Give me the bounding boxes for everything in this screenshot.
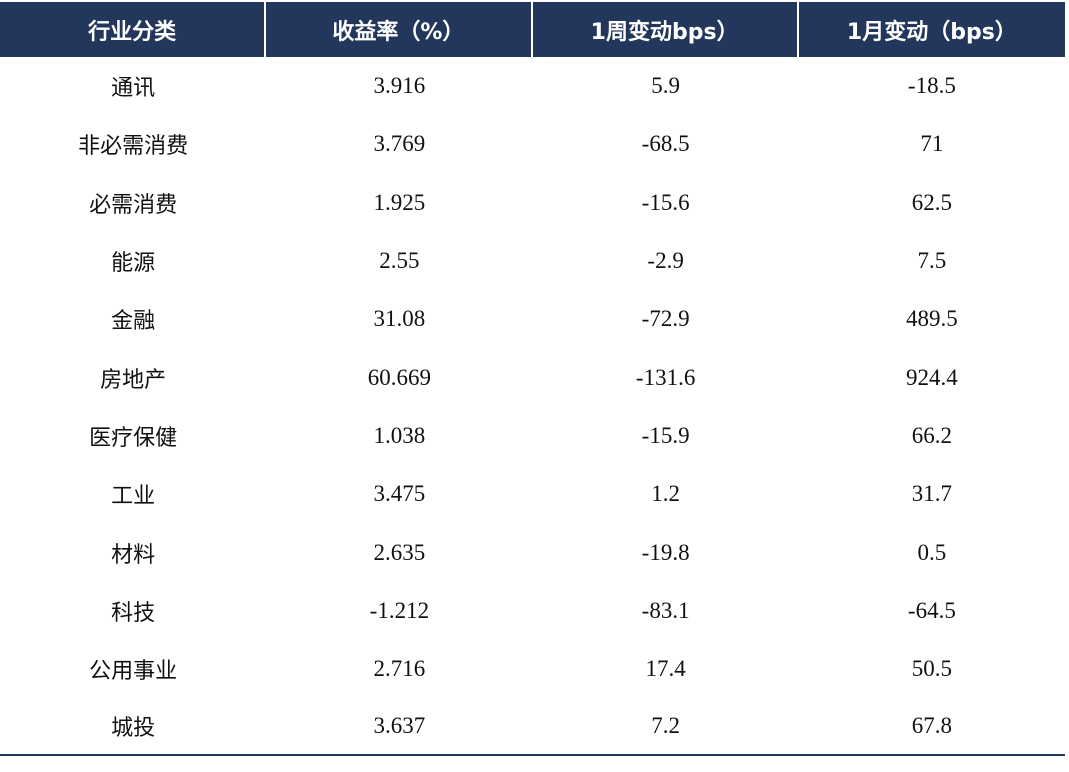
table-cell: 50.5 [911,656,952,682]
row-label: 科技 [111,600,156,626]
data-table: 行业分类 收益率（%） 1周变动bps） 1月变动（bps） 通讯 3.916 5.9 -1… [0,2,1065,757]
table-cell: 1.038 [373,422,426,448]
table-cell: 71 [920,131,944,157]
row-label: 工业 [111,484,156,510]
table-row: 金融 31.08 -72.9 489.5 [0,290,1065,348]
table-cell: 17.4 [645,656,686,682]
column-header: 行业分类 [0,2,267,57]
column-header: 收益率（%） [266,2,533,57]
table-cell: 7.5 [917,248,947,274]
table-cell: 2.635 [373,539,426,565]
table-cell: 0.5 [917,539,947,565]
table-cell: 67.8 [798,698,1065,757]
table-cell: 62.5 [911,189,952,215]
table-cell: 31.7 [911,481,952,507]
row-label: 材料 [111,542,156,568]
row-label: 必需消费 [89,192,178,218]
table-cell: 2.716 [373,656,426,682]
table-row: 公用事业 2.716 17.4 50.5 [0,640,1065,698]
table-row: 城投 3.637 7.2 67.8 [0,698,1065,757]
table-cell: -83.1 [641,597,690,623]
table-cell: 489.5 [906,306,958,332]
table-row: 必需消费 1.925 -15.6 62.5 [0,174,1065,232]
table-row: 通讯 3.916 5.9 -18.5 [0,57,1065,115]
table-cell: 3.637 [266,698,533,757]
table-cell: 2.55 [379,248,420,274]
table-cell: 3.769 [373,131,426,157]
table-cell: 7.2 [532,698,799,757]
table-cell: 924.4 [906,364,958,390]
table-row: 能源 2.55 -2.9 7.5 [0,232,1065,290]
row-label: 能源 [111,251,156,277]
table-cell: -15.6 [641,189,690,215]
table-row: 工业 3.475 1.2 31.7 [0,465,1065,523]
table-row: 科技 -1.212 -83.1 -64.5 [0,582,1065,640]
table-cell: 1.925 [373,189,426,215]
column-header: 1月变动（bps） [798,2,1065,57]
table-cell: -2.9 [647,248,684,274]
row-label: 房地产 [100,367,167,393]
table-cell: 66.2 [911,422,952,448]
row-label: 通讯 [111,76,156,102]
table-cell: -15.9 [641,422,690,448]
table-cell: -68.5 [641,131,690,157]
table-cell: 5.9 [651,73,680,99]
table-cell: -131.6 [635,364,696,390]
table-cell: -1.212 [369,597,430,623]
table-cell: -18.5 [907,73,956,99]
table-row: 材料 2.635 -19.8 0.5 [0,523,1065,581]
table-cell: 3.916 [373,73,426,99]
table-cell: -72.9 [641,306,690,332]
column-header: 1周变动bps） [532,2,799,57]
table-body: 通讯 3.916 5.9 -18.5 非必需消费 3.769 -68.5 71 必需消费 1.92… [0,57,1065,757]
row-label: 医疗保健 [89,425,178,451]
row-label: 金融 [111,309,156,335]
table-cell: -19.8 [641,539,690,565]
row-label: 非必需消费 [78,134,189,160]
table-cell: 31.08 [373,306,426,332]
table-row: 房地产 60.669 -131.6 924.4 [0,348,1065,406]
row-label: 公用事业 [89,659,178,685]
table-cell: -64.5 [907,597,956,623]
row-label: 城投 [0,698,267,757]
table-row: 非必需消费 3.769 -68.5 71 [0,115,1065,173]
table-cell: 60.669 [367,364,431,390]
table-cell: 3.475 [373,481,426,507]
table-cell: 1.2 [651,481,680,507]
table-row: 医疗保健 1.038 -15.9 66.2 [0,407,1065,465]
table-header: 行业分类 收益率（%） 1周变动bps） 1月变动（bps） [0,2,1065,57]
header-row: 行业分类 收益率（%） 1周变动bps） 1月变动（bps） [0,2,1065,57]
